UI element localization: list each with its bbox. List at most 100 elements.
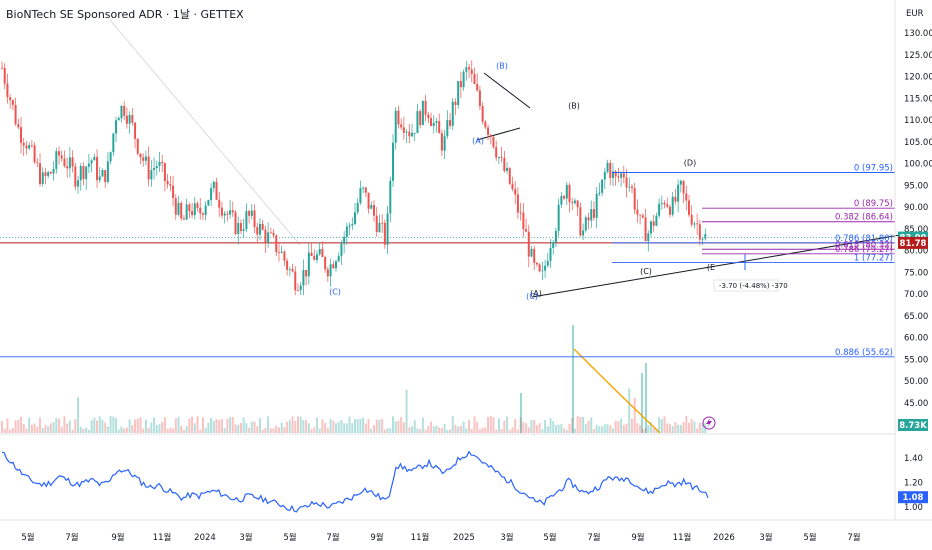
candle-body[interactable] <box>55 151 58 169</box>
candle-body[interactable] <box>212 181 215 189</box>
candle-body[interactable] <box>250 210 253 216</box>
candle-body[interactable] <box>356 202 359 213</box>
candle-body[interactable] <box>514 189 517 195</box>
candle-body[interactable] <box>123 105 126 116</box>
candle-body[interactable] <box>478 90 481 107</box>
candle-body[interactable] <box>223 213 226 216</box>
candle-body[interactable] <box>416 111 419 133</box>
candle-body[interactable] <box>253 210 256 228</box>
candle-body[interactable] <box>17 124 20 128</box>
candle-body[interactable] <box>614 171 617 177</box>
candle-body[interactable] <box>291 269 294 272</box>
candle-body[interactable] <box>71 157 74 167</box>
candle-body[interactable] <box>538 264 541 272</box>
fib-layer[interactable]: 0 (97.95) 0 (89.75) 0.382 (86.64) 0.786 (81… <box>0 62 895 358</box>
candle-body[interactable] <box>397 110 400 125</box>
candle-body[interactable] <box>402 127 405 133</box>
candle-body[interactable] <box>98 176 101 181</box>
candle-body[interactable] <box>481 106 484 122</box>
candle-body[interactable] <box>277 252 280 253</box>
candle-body[interactable] <box>44 172 47 177</box>
candle-layer[interactable] <box>1 60 707 296</box>
candle-body[interactable] <box>283 251 286 261</box>
candle-body[interactable] <box>557 204 560 231</box>
candle-body[interactable] <box>77 180 80 187</box>
candle-body[interactable] <box>60 155 63 159</box>
candle-body[interactable] <box>394 110 397 143</box>
candle-body[interactable] <box>261 223 264 230</box>
candle-body[interactable] <box>468 67 471 70</box>
candle-body[interactable] <box>220 207 223 216</box>
candle-body[interactable] <box>530 248 533 257</box>
candle-body[interactable] <box>329 264 332 277</box>
candle-body[interactable] <box>668 206 671 215</box>
candle-body[interactable] <box>242 229 245 231</box>
candle-body[interactable] <box>462 71 465 88</box>
candle-body[interactable] <box>348 225 351 227</box>
candle-body[interactable] <box>411 132 414 137</box>
candle-body[interactable] <box>579 207 582 236</box>
candle-body[interactable] <box>601 179 604 193</box>
candle-body[interactable] <box>443 136 446 151</box>
candle-body[interactable] <box>153 168 156 171</box>
candle-body[interactable] <box>633 188 636 210</box>
candle-body[interactable] <box>413 132 416 134</box>
candle-body[interactable] <box>435 121 438 123</box>
candle-body[interactable] <box>660 202 663 204</box>
candle-body[interactable] <box>655 215 658 226</box>
candle-body[interactable] <box>421 100 424 126</box>
candle-body[interactable] <box>565 184 568 199</box>
candle-body[interactable] <box>115 120 118 134</box>
candle-body[interactable] <box>332 264 335 269</box>
candle-body[interactable] <box>134 122 137 139</box>
candle-body[interactable] <box>497 157 500 159</box>
candle-body[interactable] <box>9 97 12 101</box>
candle-body[interactable] <box>516 194 519 213</box>
candle-body[interactable] <box>280 251 283 253</box>
candle-body[interactable] <box>104 170 107 183</box>
candle-body[interactable] <box>611 171 614 179</box>
lightning-icon[interactable] <box>702 416 716 430</box>
candle-body[interactable] <box>370 204 373 209</box>
candle-body[interactable] <box>239 223 242 231</box>
candle-body[interactable] <box>191 211 194 216</box>
candle-body[interactable] <box>392 142 395 181</box>
candle-body[interactable] <box>587 217 590 221</box>
candle-body[interactable] <box>196 203 199 208</box>
candle-body[interactable] <box>264 229 267 243</box>
candle-body[interactable] <box>487 127 490 135</box>
candle-body[interactable] <box>495 147 498 158</box>
candle-body[interactable] <box>218 199 221 208</box>
candle-body[interactable] <box>229 210 232 215</box>
candle-body[interactable] <box>30 145 33 146</box>
candle-body[interactable] <box>500 157 503 159</box>
candle-body[interactable] <box>457 81 460 106</box>
candle-body[interactable] <box>267 232 270 243</box>
candle-body[interactable] <box>310 252 313 257</box>
candle-body[interactable] <box>576 200 579 208</box>
candle-body[interactable] <box>131 114 134 123</box>
candle-body[interactable] <box>690 214 693 225</box>
candle-body[interactable] <box>22 142 25 146</box>
candle-body[interactable] <box>535 262 538 265</box>
candle-body[interactable] <box>321 248 324 257</box>
candle-body[interactable] <box>163 163 166 181</box>
candle-body[interactable] <box>33 145 36 163</box>
candle-body[interactable] <box>345 226 348 237</box>
candle-body[interactable] <box>112 133 115 153</box>
candle-body[interactable] <box>663 202 666 205</box>
candle-body[interactable] <box>106 161 109 183</box>
candle-body[interactable] <box>511 183 514 190</box>
candle-body[interactable] <box>598 192 601 194</box>
candle-body[interactable] <box>446 120 449 137</box>
candle-body[interactable] <box>544 265 547 271</box>
candle-body[interactable] <box>674 196 677 202</box>
candle-body[interactable] <box>39 163 42 185</box>
candle-body[interactable] <box>318 248 321 255</box>
candle-body[interactable] <box>307 252 310 277</box>
candle-body[interactable] <box>6 83 9 98</box>
candle-body[interactable] <box>525 229 528 232</box>
candle-body[interactable] <box>658 203 661 216</box>
candle-body[interactable] <box>351 224 354 226</box>
